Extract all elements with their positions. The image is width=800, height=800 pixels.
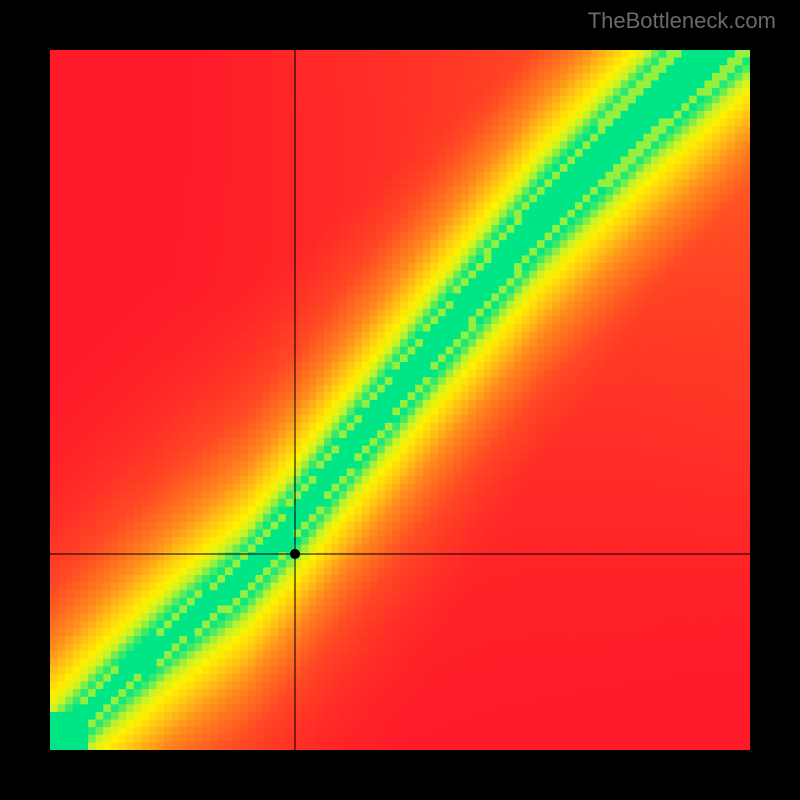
chart-container: TheBottleneck.com bbox=[0, 0, 800, 800]
watermark-text: TheBottleneck.com bbox=[588, 8, 776, 34]
bottleneck-heatmap bbox=[0, 0, 800, 800]
